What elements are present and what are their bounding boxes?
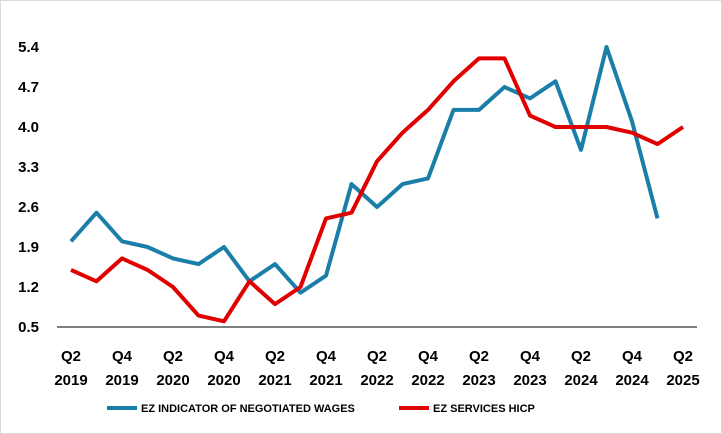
x-tick-label-quarter: Q4 — [316, 348, 337, 365]
x-tick-label-quarter: Q4 — [622, 348, 643, 365]
y-tick-label: 2.6 — [18, 199, 39, 216]
x-tick-label-year: 2021 — [258, 372, 291, 389]
x-tick-label-year: 2019 — [105, 372, 138, 389]
x-tick-label-year: 2019 — [54, 372, 87, 389]
x-tick-label-quarter: Q2 — [265, 348, 285, 365]
x-tick-label-quarter: Q2 — [61, 348, 81, 365]
x-tick-label-year: 2020 — [156, 372, 189, 389]
x-tick-label-quarter: Q2 — [469, 348, 489, 365]
y-tick-label: 0.5 — [18, 319, 39, 336]
x-tick-label-year: 2020 — [207, 372, 240, 389]
x-tick-label-year: 2024 — [564, 372, 598, 389]
y-tick-label: 4.0 — [18, 119, 39, 136]
series-line-0 — [69, 45, 660, 295]
x-tick-label-quarter: Q4 — [112, 348, 133, 365]
x-tick-label-year: 2025 — [666, 372, 699, 389]
x-tick-label-quarter: Q4 — [214, 348, 235, 365]
legend: EZ INDICATOR OF NEGOTIATED WAGES EZ SERVI… — [107, 403, 535, 415]
x-tick-label-quarter: Q2 — [571, 348, 591, 365]
x-tick-label-quarter: Q2 — [163, 348, 183, 365]
legend-label: EZ INDICATOR OF NEGOTIATED WAGES — [141, 403, 355, 415]
x-tick-label-quarter: Q2 — [673, 348, 693, 365]
x-tick-label-year: 2021 — [309, 372, 342, 389]
x-tick-label-quarter: Q4 — [418, 348, 439, 365]
series-lines — [69, 45, 685, 324]
x-axis-ticks: Q2 2019 Q4 2019 Q2 2020 Q4 2020 Q2 2021 Q4 2021 Q2 20… — [54, 348, 699, 389]
y-tick-label: 1.9 — [18, 239, 39, 256]
x-tick-label-year: 2024 — [615, 372, 649, 389]
x-tick-label-year: 2023 — [462, 372, 495, 389]
y-axis-ticks: 5.4 4.7 4.0 3.3 2.6 1.9 1.2 0.5 — [18, 39, 40, 336]
y-tick-label: 4.7 — [18, 79, 39, 96]
x-tick-label-quarter: Q4 — [520, 348, 541, 365]
x-tick-label-year: 2023 — [513, 372, 546, 389]
x-tick-label-quarter: Q2 — [367, 348, 387, 365]
y-tick-label: 5.4 — [18, 39, 40, 56]
x-tick-label-year: 2022 — [360, 372, 393, 389]
x-tick-label-year: 2022 — [411, 372, 444, 389]
y-tick-label: 3.3 — [18, 159, 39, 176]
series-line-1 — [70, 56, 685, 324]
legend-label: EZ SERVICES HICP — [433, 403, 535, 415]
y-tick-label: 1.2 — [18, 279, 39, 296]
